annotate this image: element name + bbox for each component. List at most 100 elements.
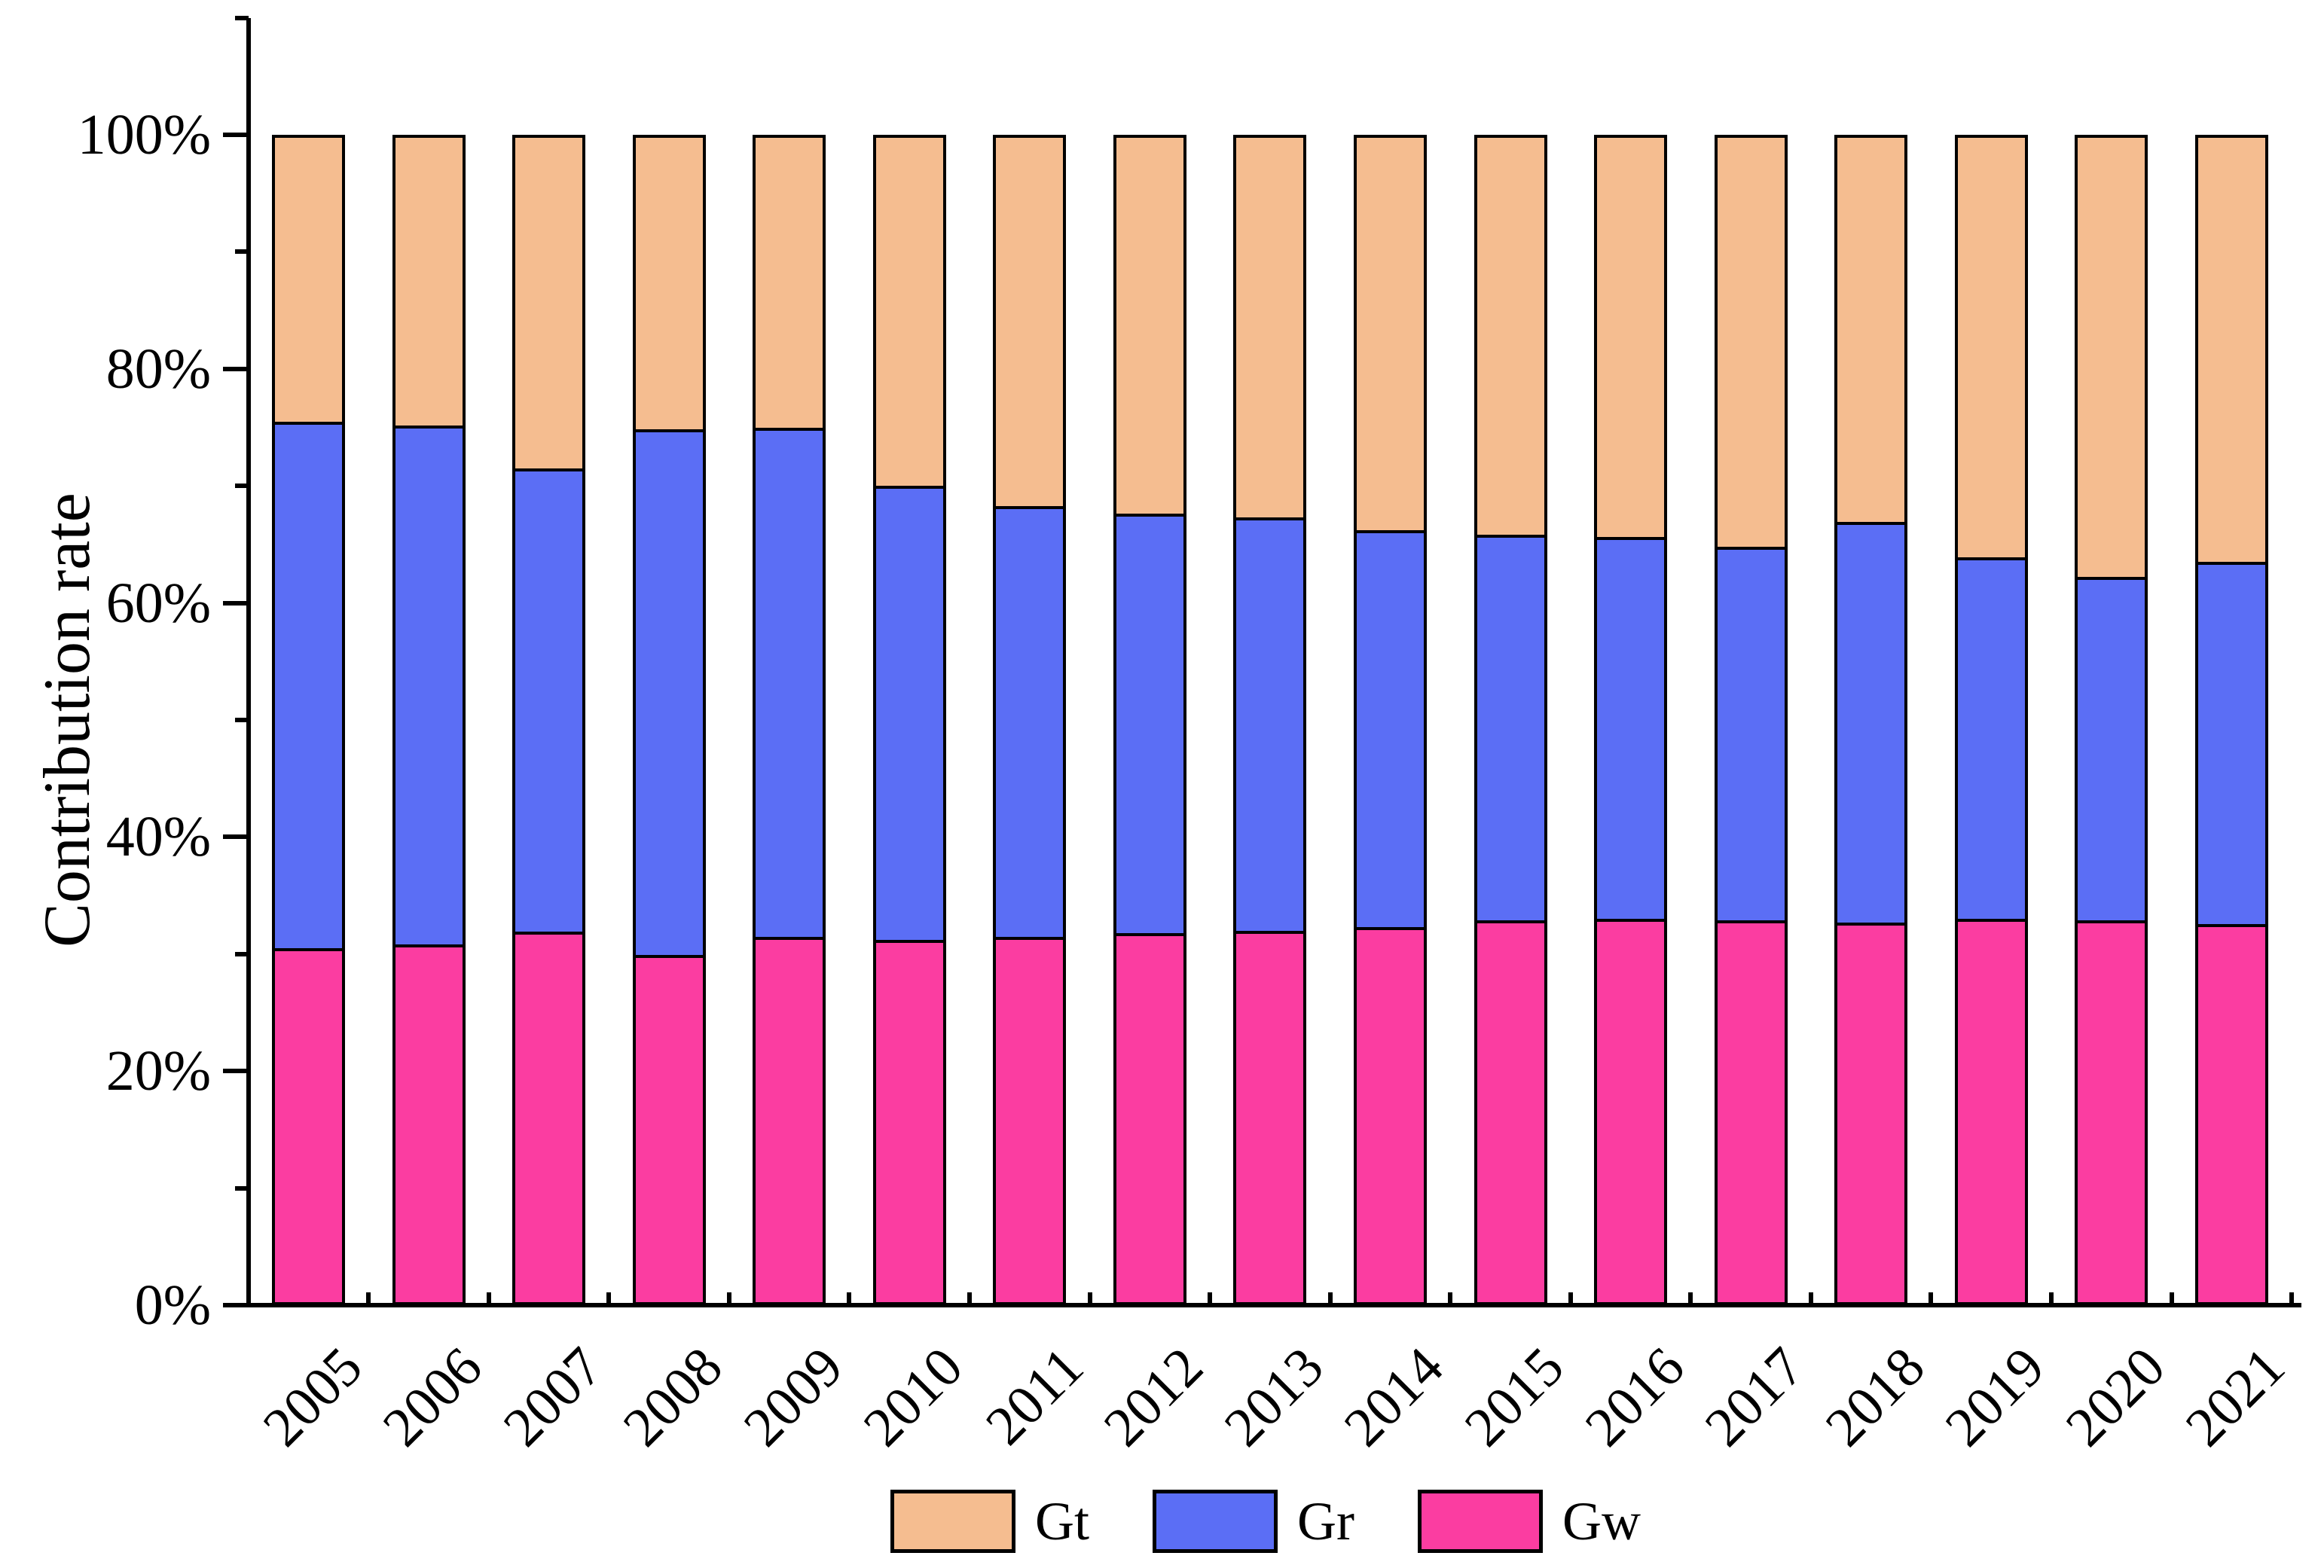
x-minor-tick-after-2011 [1087,1292,1092,1305]
segment-gt-2017 [1717,138,1785,547]
segment-gr-2013 [1236,517,1304,931]
segment-gr-2015 [1477,535,1544,920]
y-minor-tick-50 [235,718,249,722]
y-minor-tick-30 [235,951,249,956]
y-minor-tick-110 [235,15,249,20]
x-minor-tick-after-2016 [1688,1292,1693,1305]
segment-gr-2017 [1717,546,1785,920]
segment-gw-2021 [2197,923,2265,1302]
x-minor-tick-after-2006 [486,1292,491,1305]
x-tick-label-2014: 2014 [1333,1335,1456,1459]
segment-gr-2007 [515,468,583,932]
y-tick-label-80: 80% [105,337,211,401]
x-tick-label-2017: 2017 [1693,1335,1816,1459]
x-axis-line [246,1303,2301,1307]
x-minor-tick-after-2021 [2289,1292,2295,1305]
x-minor-tick-after-2020 [2169,1292,2174,1305]
chart-legend: Gt Gr Gw [890,1490,1641,1553]
bar-2013 [1233,135,1307,1305]
bar-2017 [1714,135,1788,1305]
x-tick-label-2019: 2019 [1934,1335,2057,1459]
legend-item-gt: Gt [890,1490,1089,1553]
x-tick-label-2006: 2006 [371,1335,494,1459]
y-major-tick-60 [223,600,249,606]
x-tick-label-2015: 2015 [1453,1335,1576,1459]
segment-gw-2009 [756,936,823,1302]
segment-gw-2005 [275,948,342,1302]
segment-gw-2014 [1356,927,1424,1302]
segment-gt-2007 [515,138,583,469]
segment-gr-2011 [996,505,1064,937]
segment-gr-2021 [2197,561,2265,924]
segment-gt-2018 [1837,138,1905,523]
x-minor-tick-after-2012 [1208,1292,1213,1305]
bar-2010 [872,135,946,1305]
x-tick-label-2011: 2011 [973,1335,1095,1457]
bar-2016 [1594,135,1668,1305]
segment-gw-2013 [1236,930,1304,1302]
segment-gw-2016 [1597,919,1665,1302]
x-minor-tick-after-2007 [606,1292,612,1305]
bar-2012 [1113,135,1186,1305]
legend-swatch-gt [890,1490,1016,1553]
segment-gw-2007 [515,932,583,1302]
segment-gt-2013 [1236,138,1304,517]
segment-gw-2012 [1116,932,1183,1302]
x-tick-label-2020: 2020 [2054,1335,2177,1459]
segment-gr-2019 [1957,557,2025,920]
bar-2018 [1834,135,1908,1305]
segment-gr-2009 [756,427,823,937]
y-axis-line [246,18,251,1307]
segment-gt-2008 [635,138,703,429]
y-major-tick-80 [223,366,249,371]
bar-2020 [2075,135,2148,1305]
segment-gw-2010 [875,940,943,1302]
segment-gt-2011 [996,138,1064,506]
segment-gw-2008 [635,955,703,1302]
x-minor-tick-after-2014 [1448,1292,1453,1305]
y-tick-label-0: 0% [134,1274,211,1337]
y-tick-label-40: 40% [105,805,211,869]
segment-gr-2016 [1597,537,1665,920]
y-major-tick-100 [223,133,249,137]
segment-gt-2009 [756,138,823,428]
bar-2019 [1954,135,2028,1305]
x-tick-label-2012: 2012 [1092,1335,1216,1459]
x-tick-label-2010: 2010 [852,1335,975,1459]
segment-gr-2006 [395,425,463,945]
segment-gr-2020 [2078,576,2145,920]
segment-gt-2016 [1597,138,1665,538]
x-minor-tick-after-2019 [2048,1292,2054,1305]
segment-gr-2005 [275,422,342,948]
segment-gr-2008 [635,429,703,956]
legend-label-gw: Gw [1562,1491,1641,1551]
bar-2005 [272,135,345,1305]
x-tick-label-2009: 2009 [731,1335,855,1459]
y-tick-label-100: 100% [77,103,211,166]
x-tick-label-2007: 2007 [491,1335,615,1459]
x-tick-label-2005: 2005 [251,1335,374,1459]
x-minor-tick-after-2010 [967,1292,973,1305]
x-tick-label-2008: 2008 [612,1335,734,1459]
segment-gr-2010 [875,486,943,941]
x-minor-tick-after-2005 [366,1292,371,1305]
segment-gr-2012 [1116,514,1183,933]
segment-gw-2011 [996,936,1064,1302]
bar-2006 [392,135,466,1305]
bar-2011 [993,135,1067,1305]
segment-gw-2018 [1837,922,1905,1302]
legend-swatch-gr [1153,1490,1278,1553]
bar-2008 [632,135,706,1305]
segment-gw-2017 [1717,920,1785,1302]
segment-gw-2019 [1957,919,2025,1302]
segment-gt-2015 [1477,138,1544,535]
segment-gw-2006 [395,944,463,1302]
segment-gt-2010 [875,138,943,487]
segment-gt-2005 [275,138,342,423]
segment-gt-2006 [395,138,463,426]
x-minor-tick-after-2008 [726,1292,731,1305]
legend-swatch-gw [1417,1490,1543,1553]
legend-label-gr: Gr [1297,1491,1354,1551]
y-major-tick-40 [223,834,249,840]
